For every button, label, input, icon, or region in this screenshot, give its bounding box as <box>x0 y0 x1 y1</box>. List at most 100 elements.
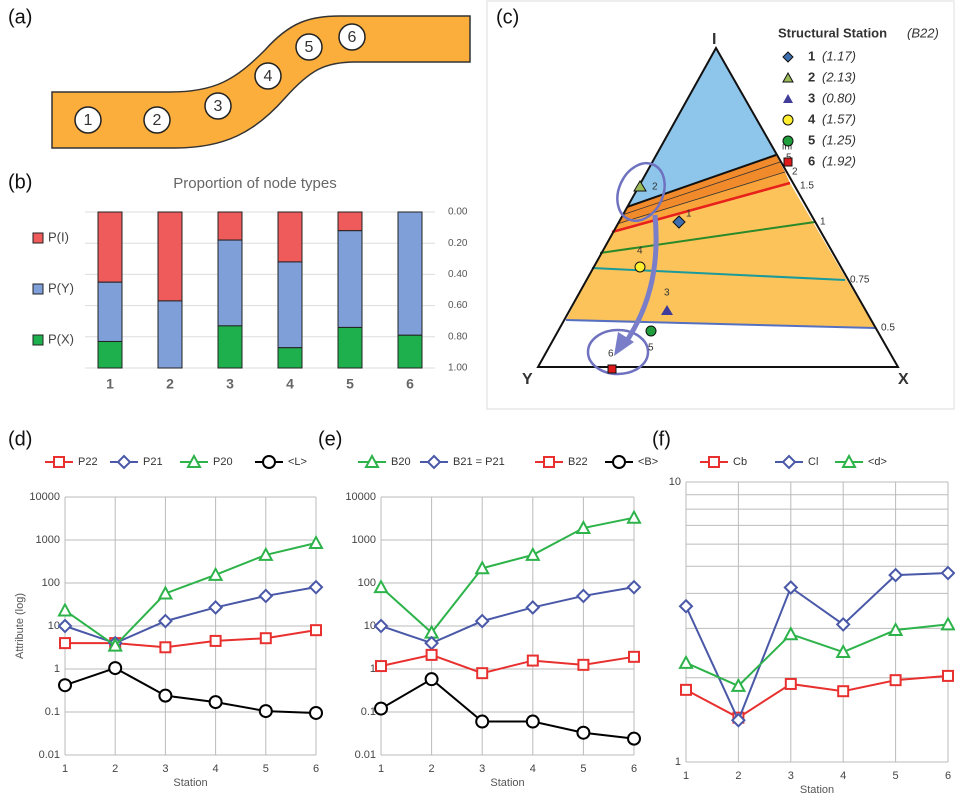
x-tick-label: 2 <box>429 763 435 775</box>
y-tick-label: 10 <box>364 620 376 632</box>
legend-label: <L> <box>288 456 307 468</box>
legend-marker <box>262 455 276 469</box>
legend-label: P20 <box>213 456 233 468</box>
station-circle <box>254 62 282 90</box>
y-tick-label: 10 <box>48 620 60 632</box>
legend-marker <box>186 453 202 468</box>
legend-station: 4 <box>808 111 816 126</box>
x-tick-label: 3 <box>162 763 168 775</box>
marker <box>575 519 592 535</box>
x-tick-label: 4 <box>213 763 219 775</box>
legend-subtitle: (B22) <box>907 25 939 40</box>
x-tick-label: 1 <box>106 376 114 392</box>
x-axis-label: Station <box>490 777 524 789</box>
y-tick-label: 0.80 <box>448 331 468 342</box>
marker <box>425 648 438 661</box>
marker <box>525 600 541 615</box>
legend-label: P21 <box>143 456 163 468</box>
marker <box>678 598 694 614</box>
point <box>672 215 686 229</box>
series-line <box>65 629 317 649</box>
marker <box>940 616 955 631</box>
bar-segment <box>337 230 363 328</box>
marker <box>835 617 851 632</box>
contour-label: 2 <box>792 167 798 178</box>
x-tick-label: 5 <box>346 376 354 392</box>
bar-segment <box>397 211 423 336</box>
x-tick-label: 3 <box>788 770 794 782</box>
legend-title: Structural Station <box>778 25 887 40</box>
legend-swatch <box>32 334 44 346</box>
series-line <box>685 572 949 723</box>
legend-b22: (1.57) <box>822 111 856 126</box>
legend-marker <box>782 51 794 63</box>
point <box>607 364 617 374</box>
legend-label: B20 <box>391 456 411 468</box>
panel-label: (f) <box>652 428 671 450</box>
legend-marker <box>781 454 797 470</box>
x-axis-label: Station <box>173 777 207 789</box>
region <box>566 183 875 328</box>
legend-marker <box>783 157 793 167</box>
marker <box>308 534 324 550</box>
legend-marker <box>116 454 132 470</box>
apex-label: Y <box>522 371 533 388</box>
station-circle <box>143 106 171 134</box>
panel-label: (b) <box>8 171 32 193</box>
y-tick-label: 10000 <box>345 491 376 503</box>
marker <box>576 725 591 740</box>
x-tick-label: 1 <box>378 763 384 775</box>
y-tick-label: 0.1 <box>45 706 60 718</box>
marker <box>309 705 323 720</box>
marker <box>837 685 850 698</box>
marker <box>208 600 224 615</box>
legend-b22: (1.25) <box>822 132 856 147</box>
series-line <box>380 653 635 675</box>
point <box>645 325 657 337</box>
legend-label: P(X) <box>48 331 74 346</box>
legend-marker <box>783 94 793 103</box>
point-label: 6 <box>608 349 614 360</box>
legend-marker <box>426 454 442 470</box>
y-tick-label: 0.20 <box>448 238 468 249</box>
marker <box>57 602 73 617</box>
station-number: 1 <box>84 112 93 129</box>
ternary-legend: Structural Station (B22) 1 2 3 4 5 6 (1.… <box>778 25 939 168</box>
bar-segment <box>277 347 303 369</box>
y-tick-label: 0.1 <box>361 706 376 718</box>
point-label: 3 <box>664 288 670 299</box>
bar-segment <box>277 261 303 349</box>
point-label: 1 <box>686 209 692 220</box>
highlight <box>586 328 650 376</box>
y-tick-label: 1.00 <box>448 363 468 374</box>
y-axis-label: Attribute (log) <box>14 593 26 659</box>
x-tick-label: 1 <box>62 763 68 775</box>
point <box>633 180 647 192</box>
y-tick-label: 0.00 <box>448 207 468 218</box>
x-tick-label: 3 <box>226 376 234 392</box>
marker <box>424 635 440 651</box>
x-tick-label: 2 <box>735 770 741 782</box>
contour <box>599 221 816 254</box>
legend-label: Cb <box>733 456 747 468</box>
marker <box>159 641 172 654</box>
marker <box>889 674 902 687</box>
legend-label: P22 <box>78 456 98 468</box>
marker <box>59 637 71 650</box>
legend-label: B21 = P21 <box>453 456 505 468</box>
y-tick-label: 1 <box>370 663 376 675</box>
marker <box>526 654 539 667</box>
contour <box>616 171 786 225</box>
legend-label: P(I) <box>48 229 69 244</box>
legend-station: 1 <box>808 48 815 63</box>
station-markers <box>74 23 366 134</box>
x-tick-label: 4 <box>286 376 294 392</box>
marker <box>628 650 640 663</box>
legend-label: <B> <box>638 456 658 468</box>
contour <box>565 319 876 329</box>
marker <box>308 579 324 595</box>
x-tick-label: 5 <box>580 763 586 775</box>
bar-segment <box>157 300 183 369</box>
marker <box>209 634 222 647</box>
marker <box>375 660 387 673</box>
